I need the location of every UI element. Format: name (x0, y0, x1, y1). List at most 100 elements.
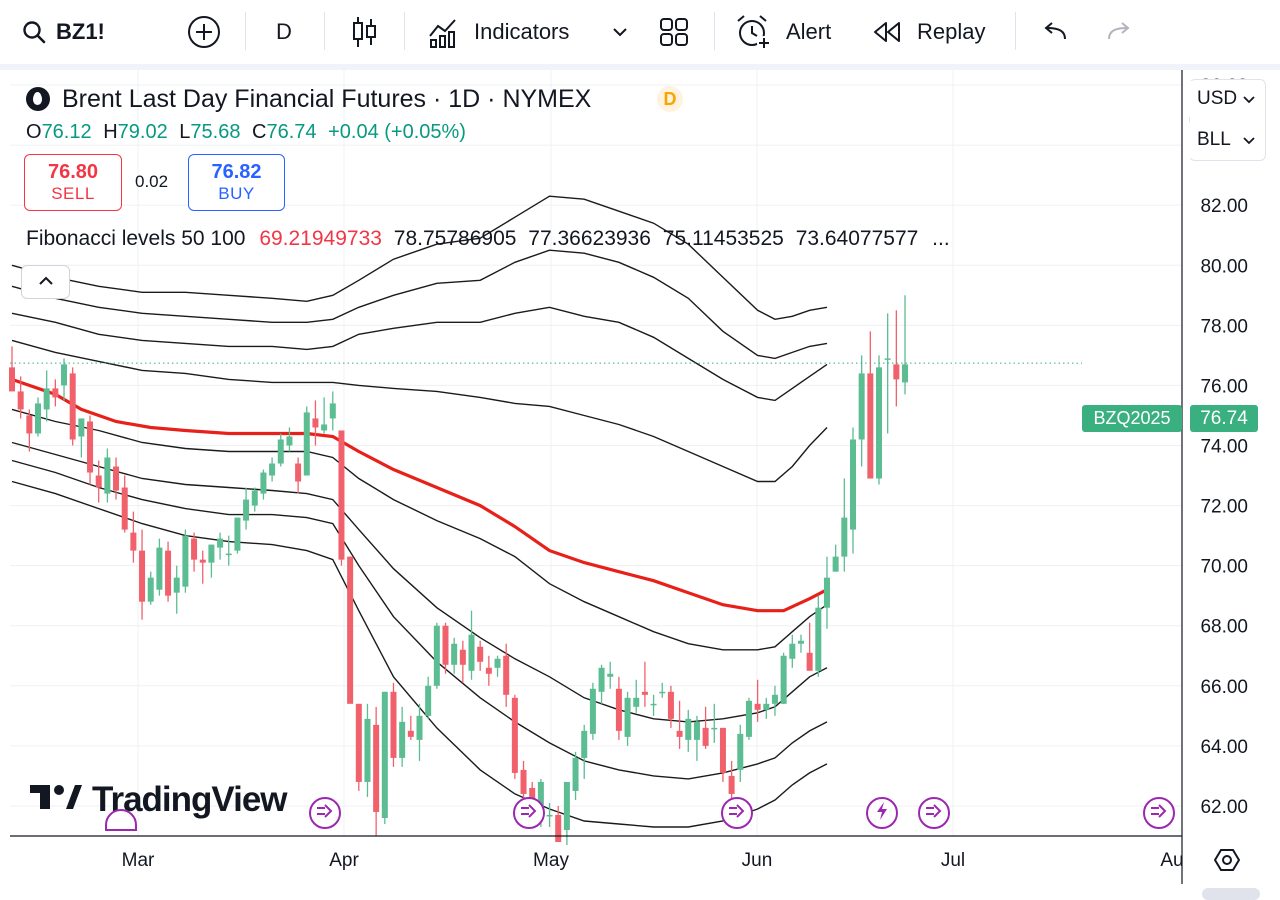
plus-circle-icon (187, 15, 221, 49)
candle-body (321, 424, 328, 431)
fibonacci-band-line (11, 459, 828, 780)
replay-button[interactable]: Replay (873, 0, 985, 64)
candle-body (815, 607, 822, 671)
candle-body (832, 556, 839, 572)
toolbar-divider (714, 12, 715, 50)
undo-button[interactable] (1041, 0, 1069, 64)
price-tick-label: 72.00 (1200, 497, 1248, 518)
candle-body (841, 517, 848, 557)
time-axis-labels: Mar Apr May Jun Jul Au (122, 850, 1184, 871)
chart-grid (10, 70, 1182, 836)
candle-body (95, 475, 102, 488)
chevron-down-icon (1243, 88, 1255, 110)
candle-body (763, 703, 770, 710)
candle-body (433, 625, 440, 686)
dividend-arrow-icon (924, 803, 944, 823)
candle-body (884, 358, 891, 360)
chevron-down-icon (1243, 129, 1255, 151)
event-marker[interactable] (866, 797, 898, 829)
candle-body (156, 547, 163, 590)
event-marker[interactable] (1143, 797, 1175, 829)
candle-body (537, 781, 544, 812)
undo-icon (1041, 21, 1069, 43)
candlestick-series (9, 295, 909, 846)
event-marker[interactable] (513, 797, 545, 829)
chart-type-button[interactable] (352, 0, 378, 64)
candle-body (43, 388, 50, 410)
contract-tag: BZQ2025 (1082, 405, 1182, 432)
symbol-search-button[interactable]: BZ1! (22, 0, 105, 64)
settings-hexagon-icon (1213, 847, 1241, 878)
search-icon (22, 20, 46, 44)
open-value: 76.12 (41, 121, 92, 143)
alert-button[interactable]: Alert (736, 0, 831, 64)
candle-body (676, 730, 683, 737)
fibonacci-band-line (11, 249, 828, 360)
fibonacci-more: ... (932, 227, 950, 250)
candle-body (225, 553, 232, 556)
event-marker[interactable] (105, 809, 137, 831)
top-toolbar: BZ1! D Indicators Alert (0, 0, 1280, 64)
candle-body (416, 715, 423, 740)
fibonacci-mid-line (11, 377, 828, 613)
candle-body (61, 364, 68, 386)
high-label: H (103, 121, 118, 143)
price-tick-label: 64.00 (1200, 737, 1248, 758)
candle-body (503, 655, 510, 695)
candle-body (459, 649, 466, 665)
indicators-button[interactable]: Indicators (428, 0, 569, 64)
candle-body (338, 430, 345, 560)
fibonacci-band-line (11, 408, 828, 651)
candle-body (217, 538, 224, 548)
buy-button[interactable]: 76.82 BUY (188, 154, 285, 211)
candle-body (260, 472, 267, 494)
candle-body (494, 658, 501, 668)
event-marker[interactable] (721, 797, 753, 829)
delayed-data-badge[interactable]: D (657, 86, 683, 112)
currency-label: USD (1197, 88, 1238, 109)
lightning-icon (875, 801, 889, 826)
candle-body (771, 694, 778, 704)
fibonacci-value: 77.36623936 (528, 227, 651, 250)
candle-body (624, 697, 631, 737)
interval-button[interactable]: D (276, 0, 292, 64)
fibonacci-band-line (11, 306, 828, 402)
candle-body (425, 685, 432, 716)
time-axis-label: May (533, 850, 569, 871)
chart-settings-button[interactable] (1210, 845, 1244, 879)
event-marker[interactable] (918, 797, 950, 829)
candle-body (208, 544, 215, 563)
event-marker[interactable] (309, 797, 341, 829)
indicators-label: Indicators (474, 19, 570, 44)
unit-selector[interactable]: BLL (1189, 122, 1263, 158)
currency-selector[interactable]: USD (1189, 81, 1263, 117)
candle-body (572, 757, 579, 791)
close-label: C (252, 121, 267, 143)
interval-label: D (276, 19, 292, 44)
candle-body (876, 367, 882, 479)
candle-body (173, 577, 180, 593)
chevron-down-icon (612, 27, 628, 37)
symbol-legend[interactable]: Brent Last Day Financial Futures · 1D · … (26, 82, 591, 116)
fibonacci-legend[interactable]: Fibonacci levels 50 100 69.21949733 78.7… (26, 227, 950, 251)
sell-button[interactable]: 76.80 SELL (24, 154, 122, 211)
buy-price: 76.82 (211, 160, 262, 183)
dividend-arrow-icon (1149, 803, 1169, 823)
low-label: L (179, 121, 191, 143)
candle-body (286, 436, 293, 446)
compare-symbol-button[interactable] (187, 0, 221, 64)
price-scale-ticks: 86.0084.0082.0080.0078.0076.0074.0072.00… (1200, 76, 1248, 818)
candle-body (711, 727, 718, 730)
layouts-button[interactable] (659, 0, 689, 64)
candle-body (780, 655, 787, 704)
sell-label: SELL (51, 183, 95, 203)
candle-body (607, 673, 614, 677)
indicators-dropdown-button[interactable] (612, 0, 628, 64)
candle-body (399, 721, 406, 758)
tradingview-logo[interactable]: TradingView (30, 780, 288, 819)
price-tick-label: 82.00 (1200, 196, 1248, 217)
redo-button[interactable] (1105, 0, 1133, 64)
collapse-legend-button[interactable] (21, 265, 70, 299)
time-scale-scrollbar[interactable] (1202, 888, 1260, 900)
